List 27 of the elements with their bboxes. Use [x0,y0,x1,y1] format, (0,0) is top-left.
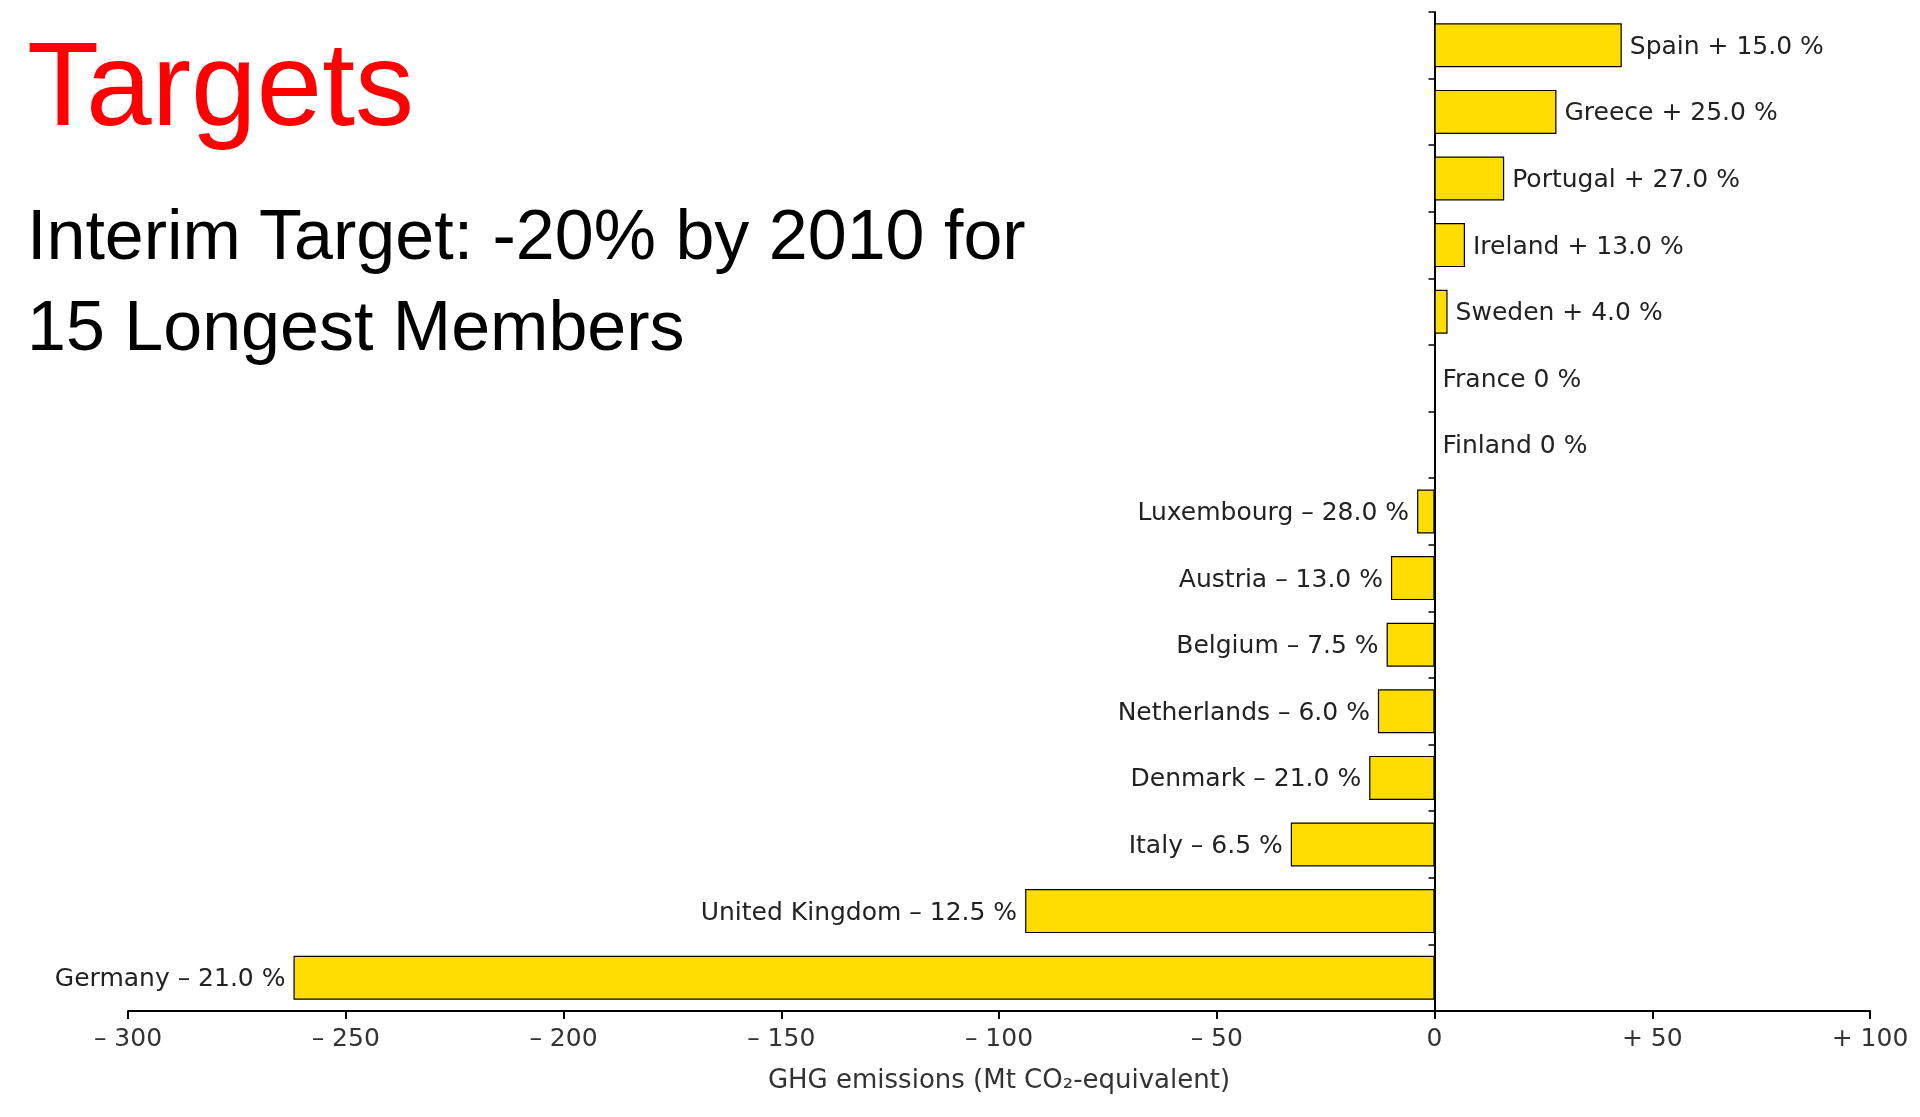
x-tick-label: 0 [1426,1023,1443,1052]
y-tick-label: Ireland + 13.0 % [1472,230,1684,260]
y-tick-label: Spain + 15.0 % [1629,30,1824,60]
y-tick-label: Italy – 6.5 % [1128,830,1283,859]
y-tick-label: France 0 % [1442,363,1582,393]
y-tick-label: Greece + 25.0 % [1564,97,1778,127]
x-tick-label: – 50 [1190,1023,1243,1052]
chart-title: Targets [27,18,414,150]
x-tick-label: – 100 [964,1023,1034,1052]
y-tick-label: Netherlands – 6.0 % [1117,696,1370,726]
y-tick-label: Germany – 21.0 % [54,963,286,993]
x-tick-label: – 300 [93,1023,163,1052]
x-tick-label: – 200 [529,1023,598,1052]
x-tick-label: – 150 [747,1023,816,1052]
y-tick-label: Belgium – 7.5 % [1176,630,1379,660]
y-tick-label: Austria – 13.0 % [1178,563,1383,593]
y-tick-label: Luxembourg – 28.0 % [1137,497,1410,526]
y-tick-label: United Kingdom – 12.5 % [700,896,1018,926]
x-axis-title: GHG emissions (Mt CO₂-equivalent) [767,1064,1231,1094]
y-tick-label: Denmark – 21.0 % [1130,763,1362,793]
y-tick-label: Portugal + 27.0 % [1512,164,1740,193]
text: Interim Target: -20% by 2010 for 15 Longest Members [27,195,1026,367]
y-tick-label: Finland 0 % [1442,430,1588,460]
y-tick-label: Sweden + 4.0 % [1455,297,1663,327]
x-tick-label: + 50 [1621,1023,1683,1052]
x-tick-label: – 250 [311,1023,380,1052]
x-tick-label: + 100 [1831,1023,1909,1052]
